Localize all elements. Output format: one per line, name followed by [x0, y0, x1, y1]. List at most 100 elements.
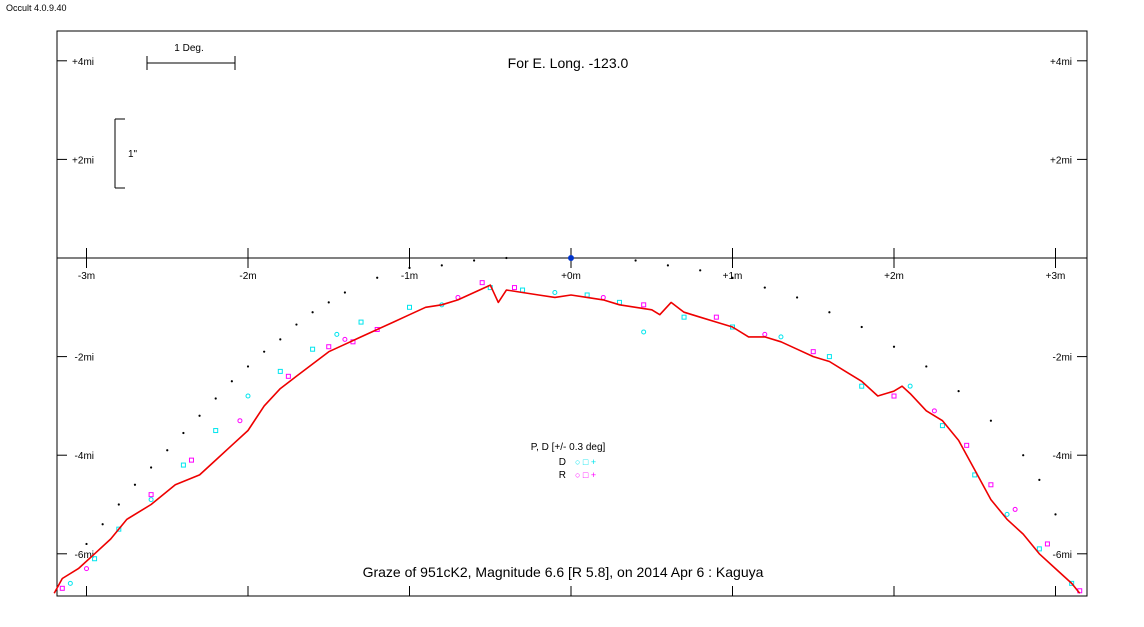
d-point: [584, 292, 590, 298]
d-point: [358, 319, 364, 325]
limb-dot: [989, 419, 993, 422]
d-point: [939, 423, 945, 429]
limb-profile-line: [53, 284, 1081, 594]
limb-dot: [1022, 454, 1025, 457]
d-point: [310, 346, 316, 352]
x-tick-label: -1m: [401, 271, 418, 282]
limb-dot: [311, 311, 314, 314]
d-point: [778, 334, 784, 340]
limb-dot: [343, 291, 346, 294]
r-point: [511, 285, 517, 291]
d-point: [92, 556, 98, 562]
d-point: [907, 383, 913, 389]
r-point: [810, 349, 816, 355]
d-point: [334, 331, 340, 337]
limb-dot: [408, 266, 411, 269]
limb-dot: [133, 483, 137, 486]
limb-dot: [101, 523, 104, 526]
d-point: [1004, 511, 1010, 517]
d-point: [1036, 546, 1042, 552]
legend: P, D [+/- 0.3 deg] D ○ □ + R ○ □ +: [531, 442, 606, 481]
limb-dot: [230, 380, 233, 383]
r-point: [641, 302, 647, 308]
d-point: [1069, 580, 1075, 586]
profile-group: [53, 284, 1081, 594]
limb-dot: [295, 323, 298, 326]
r-point: [891, 393, 897, 399]
d-point: [213, 428, 219, 434]
d-point: [245, 393, 251, 399]
y-tick-label-right: -4mi: [1053, 451, 1072, 462]
arcsec-scale-label: 1": [128, 149, 138, 160]
x-ticks: -3m -2m -1m +0m +1m +2m +3m: [78, 248, 1065, 596]
limb-dot: [376, 276, 379, 279]
limb-dot: [279, 338, 282, 341]
r-points: [59, 280, 1083, 594]
r-point: [1012, 506, 1018, 512]
r-point: [374, 326, 380, 332]
limb-dots: [85, 256, 1057, 546]
y-tick-label-left: +2mi: [72, 155, 94, 166]
r-point: [762, 331, 768, 337]
r-point: [713, 314, 719, 320]
legend-label-d: D: [559, 457, 566, 468]
limb-dot: [957, 390, 960, 393]
d-points: [67, 285, 1075, 586]
r-point: [285, 373, 291, 379]
r-point: [931, 408, 937, 414]
limb-dot: [763, 286, 766, 289]
d-point: [116, 526, 122, 532]
r-point: [148, 492, 154, 498]
d-point: [681, 314, 687, 320]
limb-dot: [666, 264, 670, 267]
y-ticks: +4mi +4mi +2mi +2mi -2mi -2mi -4mi -4mi -6mi -6mi: [57, 57, 1087, 561]
limb-dot: [1038, 478, 1041, 481]
x-tick-label: +0m: [561, 271, 581, 282]
y-tick-label-left: +4mi: [72, 57, 94, 68]
y-tick-label-right: -6mi: [1053, 550, 1072, 561]
legend-label-r: R: [559, 470, 566, 481]
r-point: [988, 482, 994, 488]
r-point: [84, 566, 89, 572]
d-point: [552, 290, 558, 296]
limb-dot: [214, 397, 217, 400]
limb-dot: [828, 311, 831, 314]
y-tick-label-right: -2mi: [1053, 353, 1072, 364]
limb-dot: [246, 365, 250, 368]
y-tick-label-right: +4mi: [1050, 57, 1072, 68]
limb-dot: [731, 276, 734, 279]
chart-subtitle: For E. Long. -123.0: [508, 55, 629, 71]
star-group: [568, 255, 574, 261]
limb-dot: [860, 325, 863, 329]
d-point: [520, 287, 526, 293]
r-point: [479, 280, 485, 286]
d-point: [826, 354, 832, 360]
r-point: [964, 442, 970, 448]
limb-dot: [182, 431, 185, 435]
r-point: [1044, 541, 1050, 547]
legend-symbols-d: ○ □ +: [575, 457, 596, 467]
arcsec-scale-bar: 1": [114, 118, 138, 189]
d-point: [859, 383, 865, 389]
x-tick-label: -3m: [78, 271, 95, 282]
limb-dot: [117, 503, 120, 506]
y-tick-label-left: -4mi: [75, 451, 94, 462]
limb-dot: [263, 350, 266, 353]
d-point: [641, 329, 647, 335]
limb-dot: [198, 414, 201, 417]
x-tick-label: +1m: [723, 271, 743, 282]
y-tick-label-right: +2mi: [1050, 155, 1072, 166]
limb-dot: [699, 269, 702, 272]
angle-scale-bar: 1 Deg.: [146, 43, 236, 70]
y-tick-label-left: -6mi: [75, 550, 94, 561]
chart-title: Graze of 951cK2, Magnitude 6.6 [R 5.8], …: [363, 564, 764, 580]
app-title: Occult 4.0.9.40: [6, 3, 67, 13]
r-point: [342, 336, 348, 342]
r-point: [326, 344, 332, 350]
limb-dot: [85, 542, 88, 546]
angle-scale-label: 1 Deg.: [174, 43, 203, 54]
limb-dot: [505, 256, 508, 260]
limb-dot: [634, 259, 637, 262]
limb-dot: [1054, 513, 1057, 516]
d-point: [67, 580, 73, 586]
